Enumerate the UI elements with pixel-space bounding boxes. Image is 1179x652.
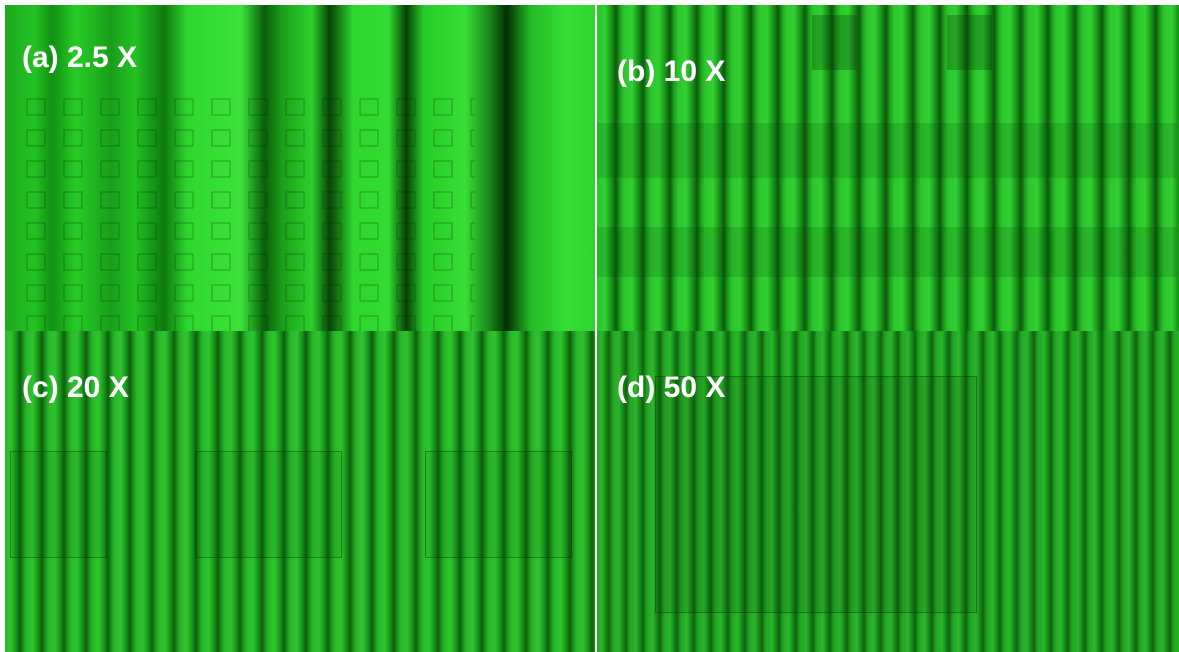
pattern xyxy=(947,15,992,70)
pattern xyxy=(597,123,1177,178)
pattern xyxy=(425,451,572,558)
panel-a: (a) 2.5 X xyxy=(5,5,595,331)
pattern xyxy=(655,376,977,613)
panel-b: (b) 10 X xyxy=(597,5,1179,331)
pattern xyxy=(10,451,107,558)
figure: (a) 2.5 X (b) 10 X (c) 20 X (d) 50 X xyxy=(0,0,1179,652)
pattern xyxy=(812,15,857,70)
panel-label: (b) 10 X xyxy=(617,55,725,89)
panel-c: (c) 20 X xyxy=(5,331,595,652)
panel-d: (d) 50 X xyxy=(597,331,1179,652)
panel-label: (a) 2.5 X xyxy=(22,41,137,75)
panel-label: (d) 50 X xyxy=(617,371,725,405)
pattern xyxy=(597,227,1177,277)
pattern xyxy=(195,451,342,558)
panel-label: (c) 20 X xyxy=(22,371,129,405)
